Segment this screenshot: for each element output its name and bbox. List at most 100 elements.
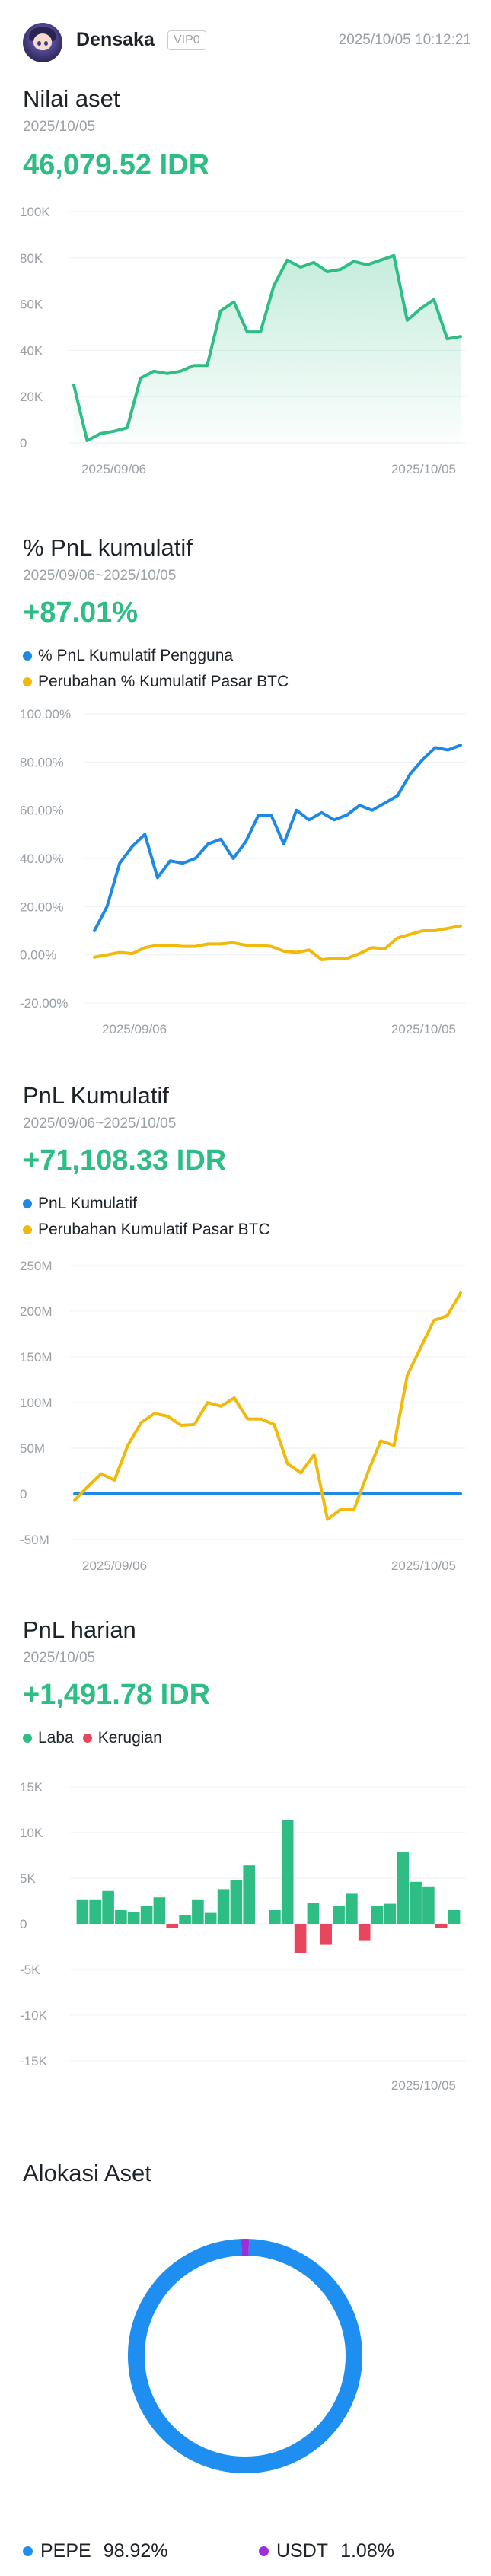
daily-pnl-bar <box>371 1906 384 1924</box>
y-tick-label: 100.00% <box>20 707 71 721</box>
daily-pnl-bar <box>243 1865 255 1924</box>
daily-pnl-bar <box>230 1880 243 1924</box>
series-line-0 <box>93 744 462 932</box>
section-title: % PnL kumulatif <box>23 534 193 561</box>
asset-value-chart: 100K 80K 60K 40K 20K 0 2025/09/06 2025/10/05 <box>20 205 466 476</box>
daily-pnl-bar <box>89 1899 101 1924</box>
allocation-label: USDT <box>276 2540 329 2562</box>
allocation-percent: 98.92% <box>103 2540 168 2562</box>
allocation-donut-chart <box>128 2238 362 2473</box>
avatar-eye-right <box>44 41 48 46</box>
y-tick-label: 80K <box>20 251 43 266</box>
y-tick-label: 100M <box>20 1396 53 1410</box>
y-tick-label: 15K <box>20 1780 43 1794</box>
pnl-cumulative-value: +71,108.33 IDR <box>23 1145 227 1177</box>
pnl-daily-chart: 15K 10K 5K 0 -5K -10K -15K 2025/10/05 <box>20 1780 466 2093</box>
y-tick-label: 10K <box>20 1826 43 1840</box>
daily-pnl-bar <box>153 1897 166 1924</box>
legend-dot-red <box>82 1734 92 1743</box>
x-tick-label: 2025/09/06 <box>102 1022 167 1036</box>
y-tick-label: -20.00% <box>20 996 68 1011</box>
daily-pnl-bar <box>115 1910 127 1924</box>
y-tick-label: 50M <box>20 1441 45 1456</box>
y-tick-label: -15K <box>20 2054 48 2068</box>
allocation-percent: 1.08% <box>340 2540 394 2562</box>
daily-pnl-bar <box>192 1899 204 1924</box>
legend-label: Perubahan Kumulatif Pasar BTC <box>38 1221 270 1238</box>
daily-pnl-bar <box>179 1915 191 1924</box>
y-tick-label: 20K <box>20 390 43 404</box>
username: Densaka <box>76 29 155 50</box>
daily-pnl-bar <box>384 1903 397 1924</box>
daily-pnl-bar <box>435 1924 448 1928</box>
daily-pnl-bar <box>281 1820 294 1924</box>
daily-pnl-bar <box>333 1906 345 1924</box>
daily-pnl-bar <box>166 1924 178 1928</box>
y-tick-label: 100K <box>20 205 50 219</box>
y-tick-label: 250M <box>20 1259 53 1273</box>
pnl-cumulative-chart: 250M 200M 150M 100M 50M 0 -50M 2025/09/06 2025/1… <box>20 1259 466 1573</box>
x-tick-label: 2025/09/06 <box>82 1559 147 1573</box>
y-tick-label: 40K <box>20 343 43 358</box>
y-tick-label: 20.00% <box>20 900 64 914</box>
pnl-daily-value: +1,491.78 IDR <box>23 1679 211 1711</box>
daily-pnl-bar <box>397 1852 409 1924</box>
daily-pnl-bar <box>422 1886 435 1924</box>
daily-pnl-bar <box>410 1881 422 1924</box>
x-tick-label: 2025/10/05 <box>391 1022 456 1036</box>
daily-pnl-bar <box>358 1924 371 1941</box>
y-tick-label: 60K <box>20 298 43 312</box>
section-title: PnL harian <box>23 1616 136 1643</box>
y-tick-label: 80.00% <box>20 755 64 769</box>
y-tick-label: 0 <box>20 436 27 451</box>
daily-pnl-bar <box>346 1893 358 1924</box>
avatar-eye-left <box>37 41 41 46</box>
x-tick-label: 2025/10/05 <box>391 1559 456 1573</box>
legend-item: Perubahan Kumulatif Pasar BTC <box>23 1221 270 1239</box>
section-date: 2025/10/05 <box>23 1650 96 1666</box>
section-date-range: 2025/09/06~2025/10/05 <box>23 568 177 584</box>
timestamp: 2025/10/05 10:12:21 <box>338 32 471 48</box>
section-title: Alokasi Aset <box>23 2160 151 2186</box>
y-tick-label: 0.00% <box>20 948 56 963</box>
y-tick-label: -5K <box>20 1963 40 1977</box>
legend-label: PnL Kumulatif <box>38 1195 137 1212</box>
legend-item: % PnL Kumulatif Pengguna <box>23 647 233 665</box>
y-tick-label: -10K <box>20 2008 48 2023</box>
avatar[interactable] <box>23 23 62 62</box>
daily-pnl-bar <box>127 1912 140 1924</box>
daily-pnl-bar <box>448 1910 461 1924</box>
y-tick-label: -50M <box>20 1533 49 1547</box>
legend-label: Perubahan % Kumulatif Pasar BTC <box>38 673 289 690</box>
section-title: PnL Kumulatif <box>23 1082 169 1109</box>
x-tick-label: 2025/09/06 <box>81 462 146 476</box>
y-tick-label: 200M <box>20 1304 53 1319</box>
daily-pnl-bar <box>320 1924 332 1945</box>
area-fill <box>74 255 461 443</box>
legend-label: Laba <box>38 1729 74 1747</box>
y-tick-label: 60.00% <box>20 804 64 818</box>
section-date: 2025/10/05 <box>23 119 96 135</box>
avatar-face <box>33 33 52 50</box>
series-line-0 <box>72 253 462 442</box>
legend-row: Laba Kerugian <box>23 1729 162 1747</box>
legend-dot-purple <box>259 2546 269 2556</box>
section-date-range: 2025/09/06~2025/10/05 <box>23 1116 177 1132</box>
series-line-1 <box>93 924 462 961</box>
series-line-1 <box>73 1291 462 1521</box>
y-tick-label: 0 <box>20 1487 27 1501</box>
y-tick-label: 150M <box>20 1350 53 1364</box>
legend-item: Perubahan % Kumulatif Pasar BTC <box>23 673 289 691</box>
donut-slice-pepe <box>128 2239 362 2473</box>
header: Densaka VIP0 2025/10/05 10:12:21 <box>0 0 491 84</box>
legend-dot-green <box>23 1734 32 1743</box>
daily-pnl-bar <box>204 1912 217 1924</box>
legend-dot-blue <box>23 2546 33 2556</box>
legend-dot-yellow <box>23 677 32 686</box>
daily-pnl-bar <box>307 1903 320 1924</box>
y-tick-label: 0 <box>20 1917 27 1931</box>
legend-dot-blue <box>23 1199 32 1208</box>
legend-dot-blue <box>23 651 32 661</box>
y-tick-label: 5K <box>20 1871 36 1886</box>
daily-pnl-bar <box>294 1924 307 1953</box>
